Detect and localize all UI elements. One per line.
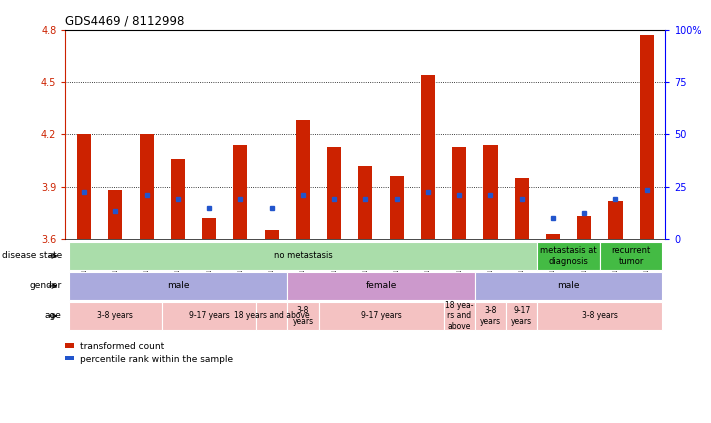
Text: disease state: disease state <box>1 251 62 261</box>
Bar <box>483 145 498 239</box>
Text: 3-8
years: 3-8 years <box>480 306 501 326</box>
Bar <box>171 159 185 239</box>
Text: transformed count: transformed count <box>80 342 164 351</box>
Text: male: male <box>166 281 189 291</box>
Bar <box>640 35 654 239</box>
Text: male: male <box>557 281 580 291</box>
Text: gender: gender <box>30 281 62 291</box>
Text: female: female <box>365 281 397 291</box>
Bar <box>515 178 529 239</box>
Text: no metastasis: no metastasis <box>274 251 332 261</box>
Bar <box>264 230 279 239</box>
Text: 3-8
years: 3-8 years <box>292 306 314 326</box>
Text: percentile rank within the sample: percentile rank within the sample <box>80 355 232 364</box>
Text: GDS4469 / 8112998: GDS4469 / 8112998 <box>65 14 185 27</box>
Bar <box>390 176 404 239</box>
Bar <box>77 134 91 239</box>
Bar <box>296 120 310 239</box>
Bar <box>452 146 466 239</box>
Text: 9-17
years: 9-17 years <box>511 306 533 326</box>
Bar <box>139 134 154 239</box>
Bar <box>358 166 373 239</box>
Bar <box>202 218 216 239</box>
Text: 9-17 years: 9-17 years <box>360 311 402 321</box>
Text: 9-17 years: 9-17 years <box>189 311 230 321</box>
Text: 3-8 years: 3-8 years <box>582 311 618 321</box>
Text: 18 years and above: 18 years and above <box>234 311 309 321</box>
Bar <box>546 234 560 239</box>
Bar <box>577 216 592 239</box>
Text: 18 yea-
rs and
above: 18 yea- rs and above <box>445 301 474 331</box>
Bar <box>327 146 341 239</box>
Text: age: age <box>45 311 62 321</box>
Text: recurrent
tumor: recurrent tumor <box>611 246 651 266</box>
Bar <box>421 75 435 239</box>
Text: metastasis at
diagnosis: metastasis at diagnosis <box>540 246 597 266</box>
Bar <box>609 201 623 239</box>
Text: 3-8 years: 3-8 years <box>97 311 134 321</box>
Bar <box>108 190 122 239</box>
Bar <box>233 145 247 239</box>
